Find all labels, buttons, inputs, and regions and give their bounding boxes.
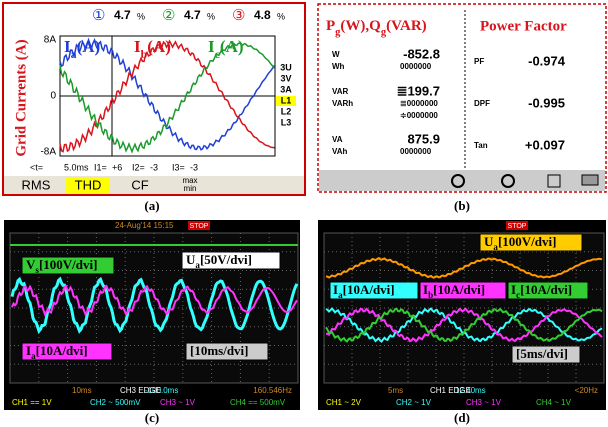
row-value: 0000000 (400, 147, 432, 156)
cursor-info: I1= (94, 162, 107, 172)
y-axis-label: Grid Currents (A) (13, 39, 29, 156)
icon-bar (319, 170, 605, 191)
cursor-info: -3 (190, 162, 198, 172)
row-value: +0.097 (525, 137, 565, 152)
label-part: (VAR) (386, 18, 427, 34)
cursor-info: +6 (112, 162, 122, 172)
horizontal: 5ms (388, 386, 403, 395)
label-part: [10A/dvi] (36, 343, 88, 358)
caption: (b) (454, 198, 470, 213)
thd-value: 4.8 (254, 8, 271, 22)
button[interactable]: THD (75, 177, 102, 192)
channel-info: CH4 ~ 1V (536, 398, 572, 407)
button[interactable]: RMS (22, 177, 51, 192)
caption: (d) (454, 410, 470, 425)
thd-unit: % (137, 11, 145, 21)
cursor-info: 5.0ms (64, 162, 89, 172)
channel-info: CH2 ~ 1V (396, 398, 432, 407)
row-value: 875.9 (407, 131, 440, 146)
y-tick-label: 8A (44, 35, 57, 46)
y-tick-label: -8A (40, 147, 56, 158)
timebase-label: [10ms/dvi] (190, 343, 249, 358)
label-part: [10A/dvi] (520, 282, 572, 297)
thd-value: 4.7 (184, 8, 201, 22)
menu-item: L1 (281, 95, 292, 105)
cursor-info: I2= (132, 162, 145, 172)
label-part: (A) (147, 37, 171, 56)
series-marker: ② (162, 7, 175, 24)
row-label: VA (332, 135, 343, 144)
row-label: DPF (474, 99, 490, 108)
row-value: ≣0000000 (400, 98, 438, 108)
button[interactable]: CF (131, 177, 148, 192)
label-part: (A) (220, 37, 244, 56)
caption: (c) (145, 410, 159, 425)
channel-info: CH1 ~ 2V (326, 398, 362, 407)
status: STOP (508, 223, 527, 230)
thd-unit: % (207, 11, 215, 21)
thd-unit: % (277, 11, 285, 21)
section-title: Power Factor (480, 18, 567, 34)
trigger: CH3 EDGE (120, 386, 161, 395)
row-label: VARh (332, 99, 353, 108)
label-part: [10A/dvi] (433, 282, 485, 297)
status: STOP (190, 223, 209, 230)
row-label: PF (474, 57, 484, 66)
row-value: -852.8 (403, 46, 440, 61)
frequency: <20Hz (575, 386, 598, 395)
label-part: [50V/dvi] (200, 252, 252, 267)
y-tick-label: 0 (50, 91, 56, 102)
row-label: VAR (332, 87, 349, 96)
row-value: -0.995 (528, 95, 565, 110)
row-label: W (332, 50, 340, 59)
cursor-info: <t= (30, 162, 43, 172)
channel-info: CH4 == 500mV (230, 398, 286, 407)
menu-item: L2 (281, 106, 292, 116)
label-part: [100V/dvi] (39, 257, 98, 272)
channel-info: CH1 == 1V (12, 398, 52, 407)
channel-info: CH2 ~ 500mV (90, 398, 141, 407)
menu-item: 3U (280, 62, 292, 72)
button: min (184, 184, 197, 193)
row-value: 0000000 (400, 62, 432, 71)
row-label: Tan (474, 141, 488, 150)
row-label: VAh (332, 147, 348, 156)
row-value: ≑0000000 (400, 111, 438, 120)
label-part: P (326, 18, 335, 34)
channel-info: CH3 ~ 1V (466, 398, 502, 407)
series-marker: ① (92, 7, 105, 24)
row-label: Wh (332, 62, 345, 71)
menu-item: 3A (280, 84, 292, 94)
cursor-info: I3= (172, 162, 185, 172)
label-part: (A) (77, 37, 101, 56)
menu-item: L3 (281, 117, 292, 127)
row-value: -0.974 (528, 53, 566, 68)
menu-item: 3V (280, 73, 291, 83)
channel-info: CH3 ~ 1V (160, 398, 196, 407)
figure: ①4.7%②4.7%③4.8%Grid Currents (A)8A0-8AIa… (0, 0, 608, 427)
timestamp: 24-Aug'14 15:15 (115, 221, 174, 230)
page: { "panel_a": { "header": [ {"marker": "①… (0, 0, 608, 427)
caption: (a) (144, 198, 159, 213)
label-part: (W),Q (340, 18, 381, 34)
row-value: ≣199.7 (397, 83, 440, 98)
label-part: [100V/dvi] (498, 234, 557, 249)
timebase-label: [5ms/dvi] (516, 346, 568, 361)
icon[interactable] (582, 175, 598, 185)
series-marker: ③ (232, 7, 245, 24)
frequency: 160.546Hz (253, 386, 292, 395)
trigger: CH1 EDGE (430, 386, 471, 395)
label-part: [10A/dvi] (343, 282, 395, 297)
cursor-info: -3 (150, 162, 158, 172)
thd-value: 4.7 (114, 8, 131, 22)
horizontal: 10ms (72, 386, 92, 395)
